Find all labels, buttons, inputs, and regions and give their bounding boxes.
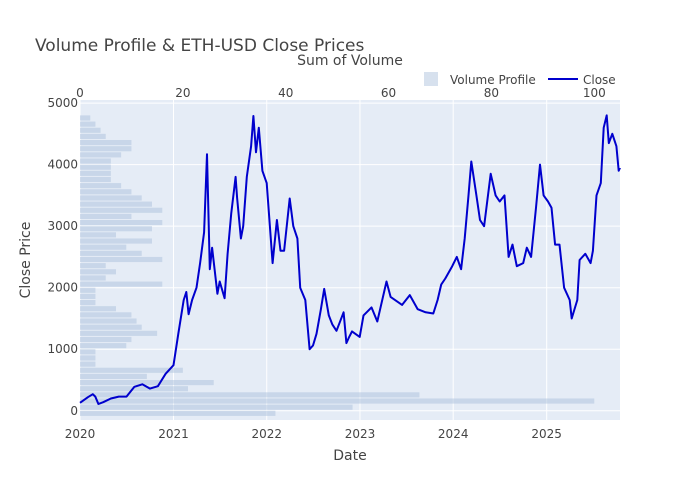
volume-bar[interactable] bbox=[80, 275, 106, 281]
y-tick-label-5000: 5000 bbox=[47, 96, 78, 110]
legend: Volume Profile Close bbox=[424, 72, 616, 87]
volume-bar[interactable] bbox=[80, 244, 127, 250]
volume-bar[interactable] bbox=[80, 306, 116, 312]
volume-bar[interactable] bbox=[80, 330, 158, 336]
x-tick-label-2021: 2021 bbox=[158, 427, 189, 441]
volume-bar[interactable] bbox=[80, 115, 91, 121]
volume-bar[interactable] bbox=[80, 410, 276, 416]
x-axis-title: Date bbox=[333, 448, 366, 464]
volume-bar[interactable] bbox=[80, 367, 183, 373]
volume-bar[interactable] bbox=[80, 207, 163, 213]
volume-bar[interactable] bbox=[80, 127, 101, 133]
y-tick-label-1000: 1000 bbox=[47, 342, 78, 356]
y-tick-label-3000: 3000 bbox=[47, 219, 78, 233]
x2-tick-label-20: 20 bbox=[175, 86, 190, 100]
x2-tick-label-0: 0 bbox=[76, 86, 84, 100]
volume-bar[interactable] bbox=[80, 146, 132, 152]
x-tick-label-2020: 2020 bbox=[65, 427, 96, 441]
volume-bar[interactable] bbox=[80, 238, 152, 244]
grid bbox=[79, 100, 620, 420]
volume-bar[interactable] bbox=[80, 263, 106, 269]
volume-bar[interactable] bbox=[80, 404, 353, 410]
legend-swatch-volume-profile bbox=[424, 72, 438, 86]
volume-bar[interactable] bbox=[80, 312, 132, 318]
close-price-line[interactable] bbox=[79, 114, 621, 405]
volume-bar[interactable] bbox=[80, 380, 214, 386]
volume-bar[interactable] bbox=[80, 121, 96, 127]
volume-bar[interactable] bbox=[80, 398, 595, 404]
volume-bar[interactable] bbox=[80, 281, 163, 287]
volume-bar[interactable] bbox=[80, 336, 132, 343]
volume-bar[interactable] bbox=[80, 300, 96, 306]
volume-bar[interactable] bbox=[80, 361, 96, 367]
legend-label-close: Close bbox=[583, 73, 616, 87]
volume-bar[interactable] bbox=[80, 152, 122, 158]
volume-bar[interactable] bbox=[80, 392, 420, 398]
volume-bar[interactable] bbox=[80, 164, 111, 170]
volume-bar[interactable] bbox=[80, 343, 127, 349]
legend-item-volume-profile[interactable]: Volume Profile bbox=[424, 72, 536, 87]
chart-title: Volume Profile & ETH-USD Close Prices bbox=[35, 36, 365, 56]
legend-label-volume-profile: Volume Profile bbox=[450, 73, 536, 87]
volume-bar[interactable] bbox=[80, 170, 111, 176]
y-axis-ticks: 0 1000 2000 3000 4000 5000 bbox=[47, 96, 78, 418]
y-tick-label-4000: 4000 bbox=[47, 158, 78, 172]
volume-bar[interactable] bbox=[80, 133, 106, 139]
volume-bar[interactable] bbox=[80, 140, 132, 146]
x-tick-label-2024: 2024 bbox=[438, 427, 469, 441]
volume-bar[interactable] bbox=[80, 373, 147, 379]
volume-bar[interactable] bbox=[80, 220, 163, 226]
y-tick-label-0: 0 bbox=[70, 404, 78, 418]
x-axis-ticks: 2020 2021 2022 2023 2024 2025 bbox=[65, 427, 562, 441]
volume-bar[interactable] bbox=[80, 183, 122, 189]
x-tick-label-2023: 2023 bbox=[345, 427, 376, 441]
volume-bar[interactable] bbox=[80, 158, 111, 164]
volume-bar[interactable] bbox=[80, 213, 132, 219]
volume-bar[interactable] bbox=[80, 201, 152, 207]
x2-tick-label-60: 60 bbox=[381, 86, 396, 100]
x2-tick-label-100: 100 bbox=[583, 86, 606, 100]
volume-bar[interactable] bbox=[80, 189, 132, 195]
volume-bar[interactable] bbox=[80, 293, 96, 299]
volume-bar[interactable] bbox=[80, 355, 96, 361]
x2-tick-label-80: 80 bbox=[484, 86, 499, 100]
x-tick-label-2022: 2022 bbox=[251, 427, 282, 441]
volume-bar[interactable] bbox=[80, 195, 142, 201]
y-axis-title: Close Price bbox=[18, 222, 34, 299]
volume-bar[interactable] bbox=[80, 318, 137, 324]
volume-bar[interactable] bbox=[80, 226, 152, 232]
plot-background bbox=[80, 100, 620, 420]
volume-bar[interactable] bbox=[80, 256, 163, 263]
volume-bar[interactable] bbox=[80, 232, 116, 238]
volume-bar[interactable] bbox=[80, 250, 142, 256]
x-tick-label-2025: 2025 bbox=[531, 427, 562, 441]
volume-bar[interactable] bbox=[80, 269, 116, 275]
volume-bar[interactable] bbox=[80, 349, 96, 355]
volume-bar[interactable] bbox=[80, 287, 96, 293]
volume-bar[interactable] bbox=[80, 324, 142, 330]
volume-bar[interactable] bbox=[80, 176, 111, 183]
x2-tick-label-40: 40 bbox=[278, 86, 293, 100]
secondary-x-axis-ticks: 0 20 40 60 80 100 bbox=[76, 86, 606, 100]
y-tick-label-2000: 2000 bbox=[47, 281, 78, 295]
legend-item-close[interactable]: Close bbox=[548, 73, 616, 87]
x2-axis-title: Sum of Volume bbox=[297, 53, 403, 69]
